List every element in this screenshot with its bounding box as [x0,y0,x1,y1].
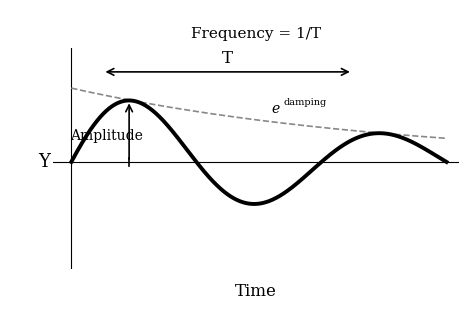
Text: Amplitude: Amplitude [70,129,143,143]
Text: Time: Time [235,283,277,299]
Text: T: T [222,50,233,67]
Text: damping: damping [284,98,327,107]
Text: e: e [272,102,280,116]
Text: Y: Y [38,153,50,171]
Text: Frequency = 1/T: Frequency = 1/T [191,27,321,41]
